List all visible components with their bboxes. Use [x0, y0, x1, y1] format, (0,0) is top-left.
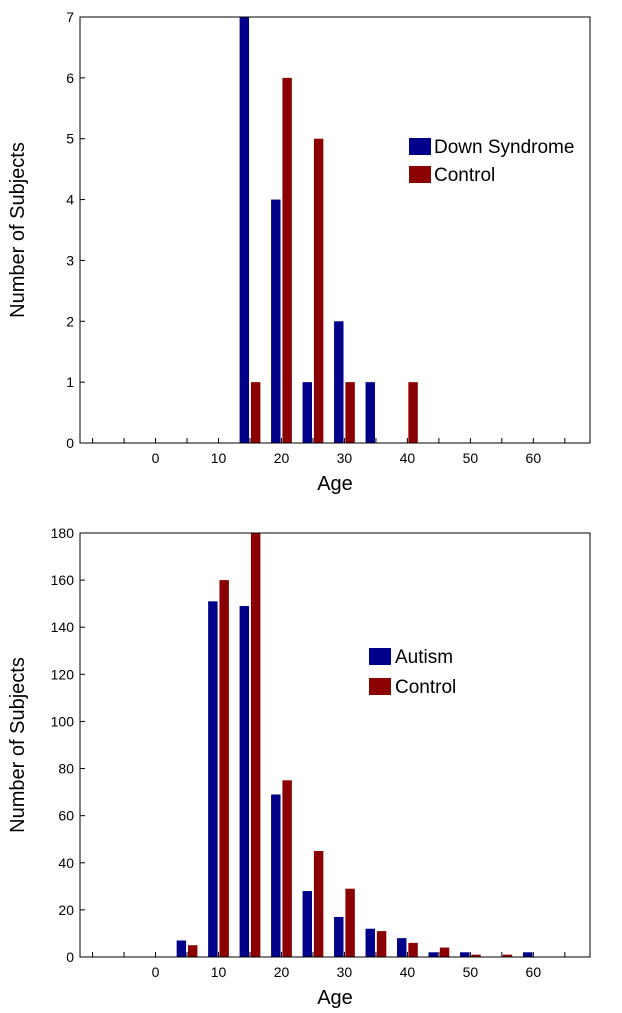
chart-2-y-tick-label: 20 — [58, 902, 74, 918]
chart-1-x-tick-label: 0 — [152, 450, 160, 466]
chart-2-bar-control-50 — [471, 954, 481, 957]
chart-2-bar-autism-35 — [365, 928, 375, 957]
chart-1-y-tick-label: 4 — [66, 192, 74, 208]
chart-1-x-tick-label: 20 — [274, 450, 290, 466]
chart-1-bar-down-syndrome-25 — [302, 382, 313, 443]
chart-1-x-tick-label: 60 — [526, 450, 542, 466]
chart-1-legend-label-down-syndrome: Down Syndrome — [434, 137, 574, 158]
chart-2-bar-control-20 — [282, 780, 292, 957]
chart-2-x-axis-title: Age — [317, 987, 353, 1009]
chart-1-bars — [239, 17, 418, 444]
chart-2-bar-autism-50 — [459, 952, 470, 957]
chart-1-x-tick-label: 30 — [337, 450, 353, 466]
chart-2-y-tick-label: 140 — [51, 619, 75, 635]
chart-1-bar-control-25 — [313, 138, 324, 443]
chart-1-y-tick-label: 1 — [66, 374, 74, 390]
chart-1-legend-label-control: Control — [434, 165, 495, 186]
chart-2-y-tick-label: 180 — [51, 525, 75, 541]
chart-2-bar-autism-40 — [397, 938, 407, 957]
chart-2: 0 10 20 30 40 50 60 0 20 40 60 80 100 120 140 160 180 Ag… — [7, 525, 591, 1009]
chart-2-legend-label-control: Control — [395, 677, 456, 698]
chart-1-y-axis-title: Number of Subjects — [7, 142, 29, 318]
chart-1-y-tick-label: 7 — [66, 9, 74, 25]
chart-2-legend-swatch-autism — [369, 648, 391, 665]
chart-2-y-tick-label: 100 — [51, 713, 75, 729]
chart-1-legend: Down Syndrome Control — [409, 137, 574, 186]
chart-2-bar-autism-30 — [334, 916, 344, 957]
chart-1-bar-down-syndrome-30 — [334, 321, 344, 443]
chart-2-y-axis-title: Number of Subjects — [7, 657, 29, 833]
chart-1-x-tick-label: 40 — [400, 450, 416, 466]
chart-1-plot-frame — [79, 16, 591, 444]
chart-2-ticks: 0 10 20 30 40 50 60 0 20 40 60 80 100 120 140 160 180 — [51, 525, 566, 980]
chart-1-legend-swatch-down-syndrome — [409, 138, 431, 155]
chart-2-bar-control-25 — [313, 851, 324, 957]
chart-1-bar-down-syndrome-35 — [365, 382, 375, 443]
chart-1-bar-control-20 — [282, 77, 292, 444]
chart-2-bar-autism-60 — [522, 952, 533, 957]
chart-2-x-tick-label: 0 — [152, 964, 160, 980]
chart-2-bars — [176, 533, 533, 957]
chart-2-y-tick-label: 120 — [51, 666, 75, 682]
chart-2-bar-control-5 — [187, 945, 198, 957]
chart-2-x-tick-label: 30 — [337, 964, 353, 980]
chart-1-bar-control-30 — [345, 382, 355, 443]
chart-2-legend-swatch-control — [369, 678, 391, 695]
chart-1-legend-swatch-control — [409, 166, 431, 183]
chart-2-y-tick-label: 60 — [58, 808, 74, 824]
chart-1-y-tick-label: 0 — [66, 435, 74, 451]
chart-1-y-tick-label: 2 — [66, 313, 74, 329]
chart-2-bar-control-40 — [408, 942, 418, 957]
chart-2-bar-control-30 — [345, 888, 355, 957]
chart-2-legend: Autism Control — [369, 647, 456, 698]
chart-2-bar-control-15 — [250, 533, 261, 957]
chart-2-bar-autism-25 — [302, 891, 313, 957]
chart-2-y-tick-label: 80 — [58, 761, 74, 777]
chart-2-x-tick-label: 60 — [526, 964, 542, 980]
chart-2-plot-frame — [79, 532, 591, 958]
chart-1-y-tick-label: 5 — [66, 131, 74, 147]
chart-1-y-tick-label: 6 — [66, 70, 74, 86]
chart-1-bar-control-15 — [250, 382, 261, 443]
chart-1-x-tick-label: 10 — [211, 450, 227, 466]
chart-2-y-tick-label: 40 — [58, 855, 74, 871]
chart-1-ticks: 0 10 20 30 40 50 60 0 1 2 3 4 5 6 7 — [66, 9, 566, 466]
chart-2-x-tick-label: 50 — [463, 964, 479, 980]
chart-2-bar-autism-5 — [176, 940, 187, 957]
chart-2-bar-control-55 — [502, 954, 513, 957]
chart-1-x-axis-title: Age — [317, 473, 353, 495]
chart-2-x-tick-label: 40 — [400, 964, 416, 980]
chart-2-y-tick-label: 0 — [66, 949, 74, 965]
chart-1-bar-down-syndrome-20 — [271, 199, 281, 443]
chart-2-bar-control-10 — [219, 580, 229, 957]
chart-2-legend-label-autism: Autism — [395, 647, 453, 668]
chart-1-bar-control-40 — [408, 382, 418, 443]
chart-2-bar-autism-15 — [239, 606, 250, 957]
chart-1: 0 10 20 30 40 50 60 0 1 2 3 4 5 6 7 Age Number of Subj… — [7, 9, 591, 495]
chart-2-x-tick-label: 10 — [211, 964, 227, 980]
chart-2-bar-autism-10 — [208, 601, 218, 957]
chart-1-x-tick-label: 50 — [463, 450, 479, 466]
chart-2-x-tick-label: 20 — [274, 964, 290, 980]
chart-2-bar-autism-45 — [428, 952, 438, 957]
chart-1-bar-down-syndrome-15 — [239, 17, 250, 443]
chart-2-bar-autism-20 — [271, 794, 281, 957]
chart-2-bar-control-45 — [439, 947, 450, 957]
chart-2-bar-control-35 — [376, 931, 387, 957]
chart-2-y-tick-label: 160 — [51, 572, 75, 588]
chart-1-y-tick-label: 3 — [66, 252, 74, 268]
